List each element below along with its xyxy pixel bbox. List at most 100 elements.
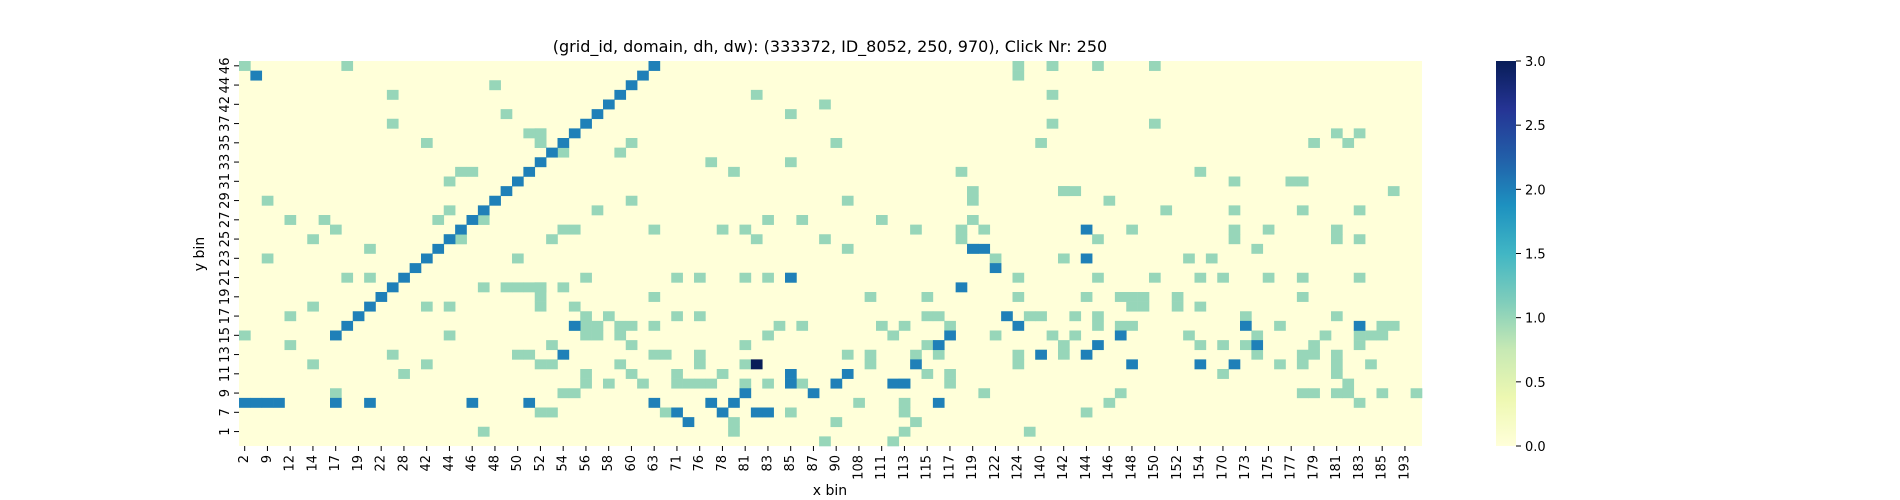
heatmap-cell [1331,359,1343,370]
heatmap-cell [921,369,934,379]
heatmap-cell [864,292,877,302]
heatmap-cell [807,388,820,399]
x-tick-label: 122 [988,455,1003,480]
heatmap-cell [421,138,433,148]
heatmap-cell [728,397,740,408]
heatmap-cell [580,330,592,341]
heatmap-cell [284,340,297,351]
heatmap-cell [568,301,581,312]
heatmap-cell [1308,349,1320,360]
heatmap-cell [1319,330,1332,341]
heatmap-cell [489,80,501,91]
heatmap-cell [534,292,547,302]
heatmap-cell [739,224,752,235]
x-tick-label: 58 [601,455,616,472]
heatmap-cell [637,378,649,389]
heatmap-cell [534,407,547,418]
heatmap-cell [523,397,536,408]
heatmap-cell [739,359,752,370]
x-axis: 2 9 12 14 17 19 22 28 42 44 46 48 50 52 54 56 58 60 63 71 76… [237,446,1412,480]
heatmap-cell [1262,224,1275,235]
heatmap-cell [841,369,854,379]
heatmap-cell [261,253,274,264]
heatmap-cell [1046,89,1059,100]
y-axis-label: y bin [192,237,208,271]
heatmap-cell [1387,186,1400,197]
heatmap-cell [716,369,729,379]
heatmap-cell [364,272,376,283]
heatmap-cell [694,378,706,389]
heatmap-cell [523,349,536,360]
y-tick-label: 42 [218,96,233,113]
heatmap-cell [785,369,797,379]
heatmap-cell [625,369,638,379]
heatmap-cell [534,128,547,139]
x-tick-label: 12 [283,455,298,472]
heatmap-cell [330,397,342,408]
y-tick-label: 19 [218,289,233,306]
heatmap-cell [739,340,752,351]
heatmap-cell [1194,340,1207,351]
heatmap-cell [864,349,877,360]
x-tick-label: 117 [942,455,957,480]
heatmap-cell [932,349,945,360]
heatmap-cell [762,407,774,418]
heatmap-cell [398,369,410,379]
heatmap-cell [921,340,934,351]
heatmap-cell [1126,320,1138,331]
heatmap-cell [728,426,740,437]
heatmap-cell [546,340,558,351]
heatmap-cell [341,272,354,283]
heatmap-cell [785,157,797,168]
heatmap-cell [239,330,251,341]
heatmap-cell [466,397,479,408]
heatmap-cell [648,61,661,71]
heatmap-cell [1274,359,1286,370]
heatmap-cell [978,388,991,399]
heatmap-cell [1046,61,1059,71]
heatmap-cell [1251,330,1264,341]
heatmap-cell [1353,205,1366,216]
y-tick-label: 27 [218,212,233,229]
heatmap-cell [648,292,661,302]
heatmap-cell [432,215,445,225]
heatmap-cell [443,234,456,245]
x-tick-label: 54 [556,455,571,472]
heatmap-cell [1262,272,1275,283]
y-tick-label: 37 [218,115,233,132]
heatmap-cell [261,195,274,206]
heatmap-cell [671,407,683,418]
heatmap-cell [989,263,1002,274]
heatmap-cell [1228,224,1241,235]
x-tick-label: 185 [1375,455,1390,480]
heatmap-cell [1217,340,1229,351]
heatmap-cell [591,320,604,331]
heatmap-cell [386,282,399,293]
heatmap-cell [671,272,683,283]
x-tick-label: 48 [487,455,502,472]
heatmap-cell [955,224,968,235]
heatmap-cell [330,330,342,341]
heatmap-cell [1194,272,1207,283]
heatmap-cell [523,282,536,293]
colorbar-tick-label: 1.5 [1525,248,1546,263]
heatmap-cell [625,195,638,206]
heatmap-cell [512,176,524,187]
heatmap-cell [1080,349,1093,360]
heatmap-cell [762,378,774,389]
heatmap-cell [1183,330,1195,341]
heatmap-cell [1126,224,1138,235]
x-tick-label: 17 [328,455,343,472]
heatmap-cell [955,166,968,177]
x-tick-label: 175 [1261,455,1276,480]
heatmap-cell [750,89,763,100]
heatmap-cell [398,272,410,283]
x-tick-label: 193 [1397,455,1412,480]
colorbar-tick-label: 2.5 [1525,119,1546,134]
heatmap-cell [1308,340,1320,351]
heatmap-cell [762,272,774,283]
heatmap-cell [1353,320,1366,331]
x-tick-label: 90 [829,455,844,472]
y-tick-label: 9 [218,389,233,397]
heatmap-cell [785,272,797,283]
